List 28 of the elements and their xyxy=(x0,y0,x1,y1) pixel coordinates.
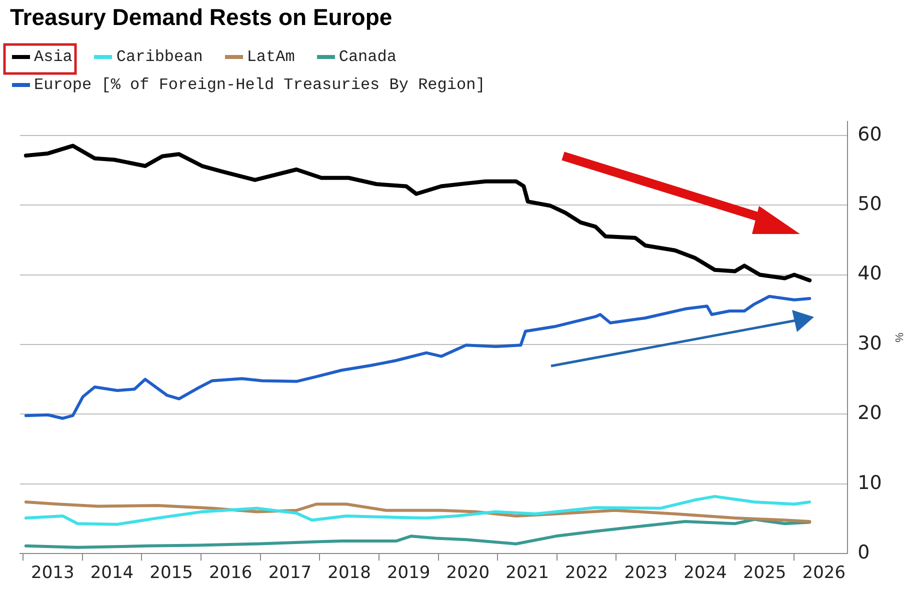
x-tick-label: 2025 xyxy=(742,563,786,584)
y-tick-label: 20 xyxy=(858,402,882,424)
y-tick-label: 0 xyxy=(858,542,870,564)
x-tick-label: 2016 xyxy=(208,563,252,584)
legend-label: Asia xyxy=(34,48,72,66)
y-tick-label: 60 xyxy=(858,123,882,146)
x-tick-label: 2021 xyxy=(506,563,549,584)
x-tick-label: 2020 xyxy=(446,563,490,584)
chart-title: Treasury Demand Rests on Europe xyxy=(10,4,392,31)
y-tick-label: 30 xyxy=(858,332,882,354)
legend-label: LatAm xyxy=(246,48,295,66)
x-tick-label: 2018 xyxy=(328,563,371,584)
x-tick-label: 2024 xyxy=(684,563,727,584)
legend-label: Canada xyxy=(338,48,396,66)
legend-label: Europe [% of Foreign-Held Treasuries By Region] xyxy=(34,76,486,94)
y-axis-title: % xyxy=(892,332,904,343)
x-tick-label: 2022 xyxy=(564,563,608,584)
x-tick-label: 2019 xyxy=(386,563,430,584)
x-tick-label: 2014 xyxy=(90,563,134,584)
legend-label: Caribbean xyxy=(116,48,203,66)
x-tick-label: 2013 xyxy=(30,563,74,584)
y-tick-label: 10 xyxy=(858,472,882,494)
x-tick-label: 2023 xyxy=(624,563,668,584)
x-tick-label: 2017 xyxy=(268,563,312,584)
x-tick-label: 2015 xyxy=(150,563,193,584)
y-tick-label: 40 xyxy=(858,262,882,285)
x-tick-label: 2026 xyxy=(802,563,846,584)
y-tick-label: 50 xyxy=(858,192,882,215)
